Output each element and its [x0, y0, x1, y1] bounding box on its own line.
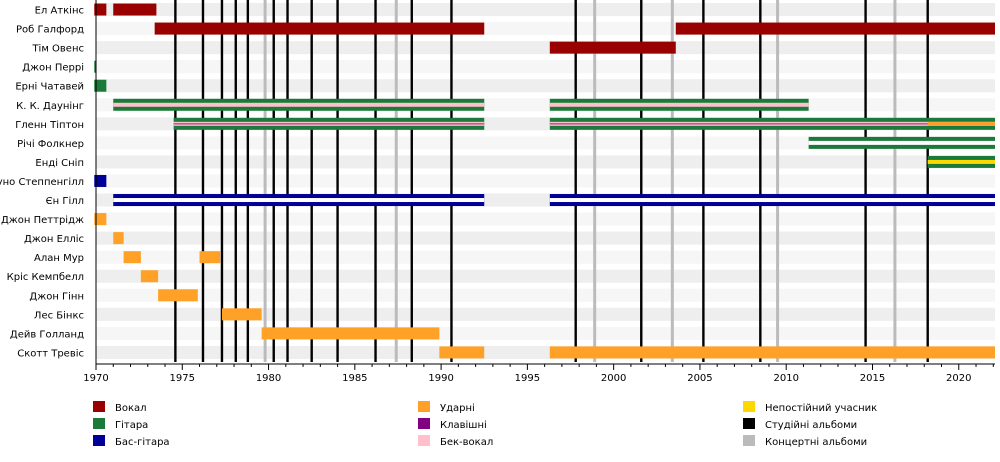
member-bars: [94, 3, 995, 359]
member-bar: [675, 22, 995, 35]
member-label: Скотт Тревіс: [17, 347, 84, 359]
legend-label: Ударні: [440, 402, 475, 414]
row-background: [96, 155, 995, 169]
x-tick-label: 2015: [860, 373, 885, 384]
member-bar: [123, 251, 141, 264]
x-tick-label: 1980: [256, 373, 281, 384]
member-label: Роб Галфорд: [16, 25, 84, 36]
x-tick-label: 1970: [83, 373, 108, 384]
member-label: Бруно Степпенгілл: [0, 176, 84, 188]
member-bar: [221, 308, 262, 321]
legend-label: Непостійний учасник: [765, 402, 877, 414]
legend-label: Клавішні: [440, 419, 487, 431]
legend-swatch: [743, 435, 755, 446]
album-lines: [174, 0, 929, 362]
member-bar-inner: [549, 123, 995, 125]
member-bar: [199, 251, 221, 264]
member-label: Алан Мур: [34, 253, 84, 264]
row-background: [96, 269, 995, 283]
x-tick-label: 1990: [428, 373, 453, 384]
row-backgrounds: [96, 3, 995, 359]
row-background: [96, 41, 995, 55]
member-bar: [261, 327, 440, 340]
legend-label: Бас-гітара: [115, 436, 170, 448]
member-bar-stripe: [549, 102, 809, 107]
member-label: Джон Петтрідж: [1, 214, 84, 226]
x-tick-label: 1995: [515, 373, 540, 384]
member-label: Гленн Тіптон: [15, 119, 84, 131]
row-background: [96, 250, 995, 264]
legend-label: Бек-вокал: [440, 437, 493, 448]
row-background: [96, 79, 995, 93]
row-background: [96, 174, 995, 188]
member-bar: [439, 346, 485, 359]
member-bar-stripe: [549, 198, 995, 203]
member-bar-overlay: [927, 121, 995, 126]
x-tick-label: 2010: [773, 373, 798, 384]
row-background: [96, 212, 995, 226]
row-background: [96, 326, 995, 340]
x-tick-label: 2000: [601, 373, 626, 384]
member-bar: [549, 41, 676, 54]
x-tick-label: 2020: [946, 373, 971, 384]
member-bar-stripe: [113, 198, 485, 203]
member-bar: [94, 79, 107, 92]
member-label: Дейв Голланд: [10, 329, 84, 340]
member-bar: [549, 346, 995, 359]
member-bar-inner: [173, 123, 485, 125]
member-label: Лес Бінкс: [34, 309, 84, 321]
legend-swatch: [93, 418, 105, 429]
legend-label: Гітара: [115, 419, 148, 431]
member-label: Кріс Кемпбелл: [7, 271, 84, 283]
row-background: [96, 288, 995, 302]
member-label: Річі Фолкнер: [17, 138, 84, 150]
member-bar: [140, 270, 159, 283]
x-axis: 1970 1975 1980 1985 1990 1995 2000 2005 2010 2015…: [83, 0, 995, 384]
member-bar-stripe: [808, 140, 995, 145]
legend-swatch: [93, 401, 105, 412]
member-label: Ел Аткінс: [35, 5, 84, 17]
legend-label: Концертні альбоми: [765, 436, 867, 448]
member-label: Єн Гілл: [46, 195, 84, 207]
member-bar: [94, 213, 107, 226]
member-labels: Ел Аткінс Роб Галфорд Тім Овенс Джон Перрі Е…: [0, 5, 84, 360]
x-tick-label: 1975: [170, 373, 195, 384]
legend-swatch: [418, 435, 430, 446]
legend-swatch: [418, 418, 430, 429]
member-bar: [158, 289, 198, 302]
row-background: [96, 307, 995, 321]
member-bar: [154, 22, 485, 35]
legend: Вокал Гітара Бас-гітара Ударні Клавішні Бек-в…: [93, 401, 877, 448]
member-bar-stripe: [927, 159, 995, 164]
legend-label: Вокал: [115, 403, 147, 414]
legend-swatch: [93, 435, 105, 446]
member-label: Тім Овенс: [31, 43, 84, 55]
member-label: Джон Гінн: [29, 290, 84, 302]
row-background: [96, 136, 995, 150]
member-bar-stripe: [113, 102, 485, 107]
row-background: [96, 231, 995, 245]
member-bar: [94, 60, 97, 73]
row-background: [96, 3, 995, 17]
member-bar: [113, 232, 124, 245]
row-background: [96, 60, 995, 74]
member-bar: [94, 3, 107, 16]
member-bar: [113, 3, 157, 16]
x-tick-label: 2005: [687, 373, 712, 384]
legend-swatch: [418, 401, 430, 412]
member-bar: [94, 174, 107, 187]
member-label: Джон Елліс: [24, 233, 84, 245]
legend-swatch: [743, 401, 755, 412]
member-label: К. К. Даунінг: [16, 100, 84, 112]
legend-swatch: [743, 418, 755, 429]
x-tick-label: 1985: [342, 373, 367, 384]
member-label: Джон Перрі: [22, 62, 84, 74]
legend-label: Студійні альбоми: [765, 419, 857, 431]
member-label: Ерні Чатавей: [15, 81, 84, 93]
member-label: Енді Сніп: [35, 157, 84, 169]
